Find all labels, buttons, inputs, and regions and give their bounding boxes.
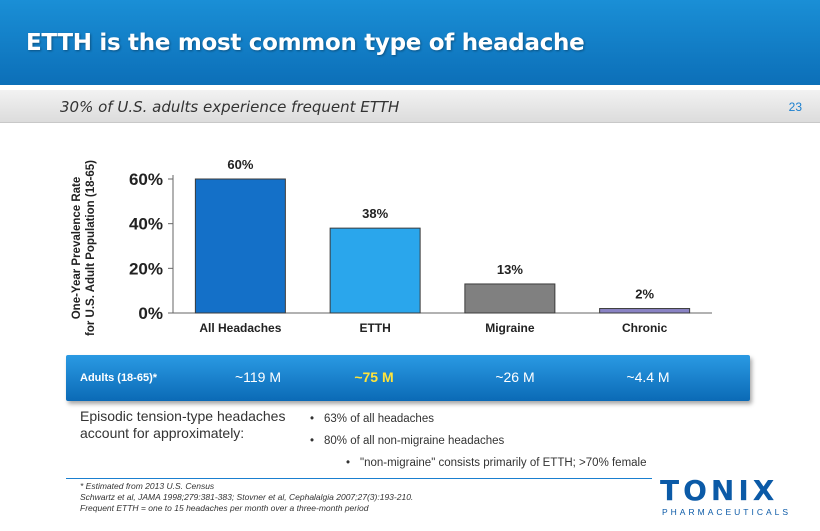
bar — [599, 308, 691, 314]
bar — [329, 227, 421, 314]
adults-band — [66, 355, 750, 401]
adults-value-all: ~119 M — [234, 369, 282, 385]
y-tick-label: 0% — [138, 304, 163, 323]
bar — [464, 283, 556, 314]
adults-value-etth: ~75 M — [354, 369, 394, 385]
footnote-definition: Frequent ETTH = one to 15 headaches per … — [80, 503, 369, 513]
adults-value-chronic: ~4.4 M — [626, 369, 670, 385]
footnote-census: * Estimated from 2013 U.S. Census — [80, 481, 215, 491]
adults-label: Adults (18-65)* — [80, 372, 158, 384]
bar-chart: 0% 20% 40% 60% 60% All Headaches 38% ETTH 13% Mig… — [129, 157, 712, 335]
subtitle-bar — [0, 90, 820, 123]
bar-value-label: 13% — [497, 262, 523, 277]
bullet-item: 80% of all non-migraine headaches — [310, 430, 647, 452]
x-tick-label: Chronic — [622, 321, 668, 335]
company-logo: TONIX PHARMACEUTICALS — [660, 474, 800, 520]
footnote-divider — [66, 478, 652, 479]
bullet-item: 63% of all headaches — [310, 408, 647, 430]
header-bar — [0, 0, 820, 85]
etth-note: Episodic tension-type headaches account … — [80, 408, 286, 441]
subtitle: 30% of U.S. adults experience frequent E… — [60, 98, 400, 116]
footnote-references: Schwartz et al, JAMA 1998;279:381-383; S… — [80, 492, 414, 502]
bar — [194, 178, 286, 314]
bar-value-label: 60% — [227, 157, 253, 172]
y-tick-label: 60% — [129, 170, 163, 189]
x-tick-label: All Headaches — [199, 321, 281, 335]
y-tick-label: 20% — [129, 259, 163, 278]
page-title: ETTH is the most common type of headache — [26, 30, 585, 56]
y-tick-label: 40% — [129, 215, 163, 234]
bullet-subitem: "non-migraine" consists primarily of ETT… — [346, 452, 647, 474]
logo-subtext: PHARMACEUTICALS — [662, 507, 792, 517]
bar-value-label: 38% — [362, 206, 388, 221]
etth-bullets: 63% of all headaches 80% of all non-migr… — [310, 408, 647, 474]
page-number: 23 — [788, 100, 802, 114]
adults-value-migraine: ~26 M — [495, 369, 535, 385]
footnotes: * Estimated from 2013 U.S. Census Schwar… — [80, 481, 413, 514]
logo-wordmark: TONIX — [660, 474, 779, 507]
x-tick-label: Migraine — [485, 321, 535, 335]
bar-value-label: 2% — [635, 287, 654, 302]
x-tick-label: ETTH — [359, 321, 390, 335]
